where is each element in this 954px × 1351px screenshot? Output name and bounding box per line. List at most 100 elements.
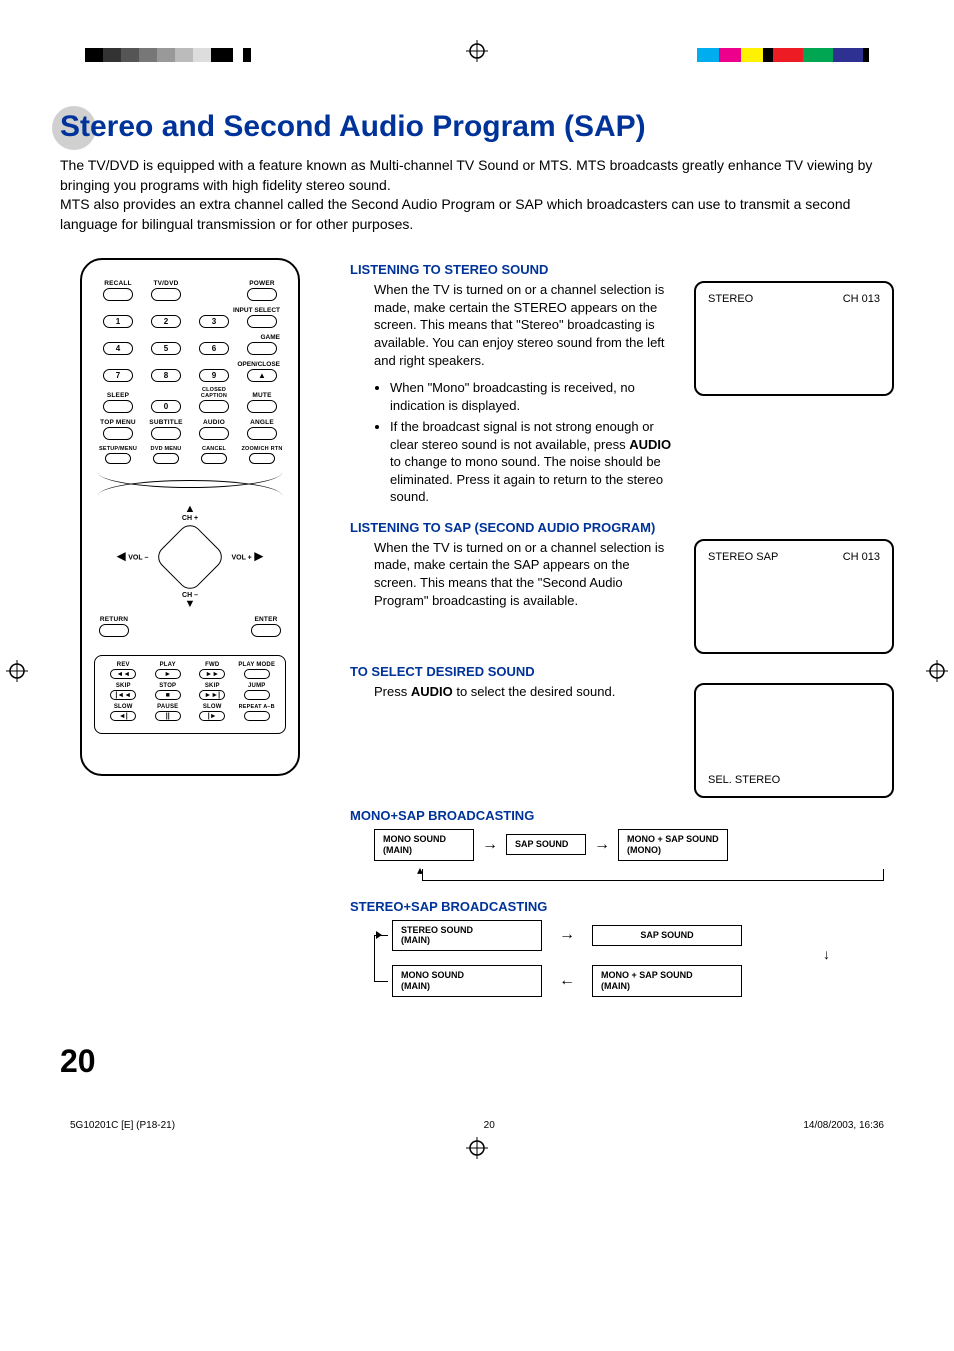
btn-repeat: [244, 711, 270, 721]
btn-skipb-label: SKIP: [101, 683, 146, 689]
btn-pause-label: PAUSE: [146, 704, 191, 710]
section-stereo-header: LISTENING TO STEREO SOUND: [350, 262, 894, 277]
btn-slowb-label: SLOW: [101, 704, 146, 710]
btn-slowf: |►: [199, 711, 225, 721]
section-stereo-bullets: When "Mono" broadcasting is received, no…: [374, 379, 674, 506]
flow2-box-2: SAP SOUND: [592, 925, 742, 946]
btn-zoom-label: ZOOM/CH RTN: [238, 446, 286, 452]
btn-game: [247, 342, 277, 355]
page-heading: Stereo and Second Audio Program (SAP): [60, 110, 894, 144]
registration-mark-bottom-icon: [60, 1137, 894, 1165]
btn-4: 4: [103, 342, 133, 355]
btn-power: [247, 288, 277, 301]
btn-enter: [251, 624, 281, 637]
btn-slowb: ◄|: [110, 711, 136, 721]
btn-6: 6: [199, 342, 229, 355]
btn-audio-label: AUDIO: [190, 419, 238, 426]
btn-cc: [199, 400, 229, 413]
btn-sleep-label: SLEEP: [94, 392, 142, 399]
flow-stereo-sap: STEREO SOUND(MAIN) → SAP SOUND MONO SOUN…: [374, 920, 894, 997]
registration-mark-left-icon: [6, 660, 28, 688]
label-input-select: INPUT SELECT: [94, 307, 280, 314]
label-openclose: OPEN/CLOSE: [94, 361, 280, 368]
btn-fwd: ►►: [199, 669, 225, 679]
section-select-body: Press AUDIO to select the desired sound.: [350, 683, 674, 798]
tv-sel-stereo: SEL. STEREO: [708, 774, 780, 786]
tv-channel-1: CH 013: [843, 293, 880, 305]
btn-play-label: PLAY: [146, 662, 191, 668]
section-select-header: TO SELECT DESIRED SOUND: [350, 664, 894, 679]
btn-sleep: [103, 400, 133, 413]
footer-timestamp: 14/08/2003, 16:36: [803, 1120, 884, 1131]
dpad-vol-down: VOL –: [128, 555, 148, 562]
btn-stop-label: STOP: [146, 683, 191, 689]
bullet-mono: When "Mono" broadcasting is received, no…: [390, 379, 674, 414]
dpad-ch-up: CH +: [182, 515, 198, 522]
page-number-large: 20: [60, 1043, 894, 1080]
btn-setup-label: SETUP/MENU: [94, 446, 142, 452]
section-stereo-body: When the TV is turned on or a channel se…: [374, 282, 665, 367]
remote-divider-icon: [94, 472, 286, 496]
btn-playmode-label: PLAY MODE: [235, 662, 280, 668]
select-bold: AUDIO: [411, 684, 453, 699]
intro-line-1: The TV/DVD is equipped with a feature kn…: [60, 157, 872, 193]
btn-mute: [247, 400, 277, 413]
btn-5: 5: [151, 342, 181, 355]
arrow-down-icon: ↓: [823, 946, 830, 962]
btn-power-label: POWER: [238, 280, 286, 287]
btn-jump-label: JUMP: [235, 683, 280, 689]
registration-mark-icon: [466, 40, 488, 68]
btn-subtitle-label: SUBTITLE: [142, 419, 190, 426]
btn-topmenu-label: TOP MENU: [94, 419, 142, 426]
btn-8: 8: [151, 369, 181, 382]
btn-angle: [247, 427, 277, 440]
arrow-up-icon: ▴: [417, 863, 423, 877]
arrow-left-icon: ◀: [117, 551, 125, 563]
btn-0: 0: [151, 400, 181, 413]
label-game: GAME: [94, 334, 280, 341]
btn-openclose: ▲: [247, 369, 277, 382]
flow2-box-3: MONO SOUND(MAIN): [392, 965, 542, 997]
btn-3: 3: [199, 315, 229, 328]
arrow-right-icon: →: [482, 837, 498, 853]
colorbar-left: [85, 48, 263, 62]
arrow-left-icon: ←: [542, 972, 592, 990]
flow2-box-4: MONO + SAP SOUND(MAIN): [592, 965, 742, 997]
btn-dvdmenu-label: DVD MENU: [142, 446, 190, 452]
registration-top: [60, 40, 894, 70]
btn-tvdvd-label: TV/DVD: [142, 280, 190, 287]
tv-screen-stereo: STEREO CH 013: [694, 281, 894, 396]
btn-audio: [199, 427, 229, 440]
btn-pause: ||: [155, 711, 181, 721]
btn-recall-label: RECALL: [94, 280, 142, 287]
btn-skipf-label: SKIP: [190, 683, 235, 689]
flow1-box-2: SAP SOUND: [506, 834, 586, 855]
btn-play: ►: [155, 669, 181, 679]
heading-text: Stereo and Second Audio Program (SAP): [60, 110, 646, 143]
btn-return: [99, 624, 129, 637]
btn-return-label: RETURN: [94, 616, 134, 623]
bullet-signal: If the broadcast signal is not strong en…: [390, 418, 674, 506]
flow2-header: STEREO+SAP BROADCASTING: [350, 899, 894, 914]
arrow-right-icon: →: [594, 837, 610, 853]
btn-tvdvd: [151, 288, 181, 301]
select-post: to select the desired sound.: [453, 684, 616, 699]
btn-cc-label: CLOSEDCAPTION: [190, 388, 238, 399]
btn-skipb: |◄◄: [110, 690, 136, 700]
tv-stereo-sap-label: STEREO SAP: [708, 551, 778, 563]
btn-recall: [103, 288, 133, 301]
tv-screen-sap: STEREO SAP CH 013: [694, 539, 894, 654]
btn-jump: [244, 690, 270, 700]
btn-skipf: ►►|: [199, 690, 225, 700]
btn-mute-label: MUTE: [238, 392, 286, 399]
btn-subtitle: [151, 427, 181, 440]
btn-cancel-label: CANCEL: [190, 446, 238, 452]
btn-fwd-label: FWD: [190, 662, 235, 668]
btn-repeat-label: REPEAT A–B: [235, 704, 280, 710]
btn-2: 2: [151, 315, 181, 328]
btn-rev: ◄◄: [110, 669, 136, 679]
dpad: ▲CH + CH –▼ ◀ VOL – VOL + ▶: [94, 502, 286, 612]
arrow-right-icon: →: [542, 926, 592, 944]
flow1-header: MONO+SAP BROADCASTING: [350, 808, 894, 823]
playback-box: REV◄◄ PLAY► FWD►► PLAY MODE SKIP|◄◄ STOP…: [94, 655, 286, 734]
